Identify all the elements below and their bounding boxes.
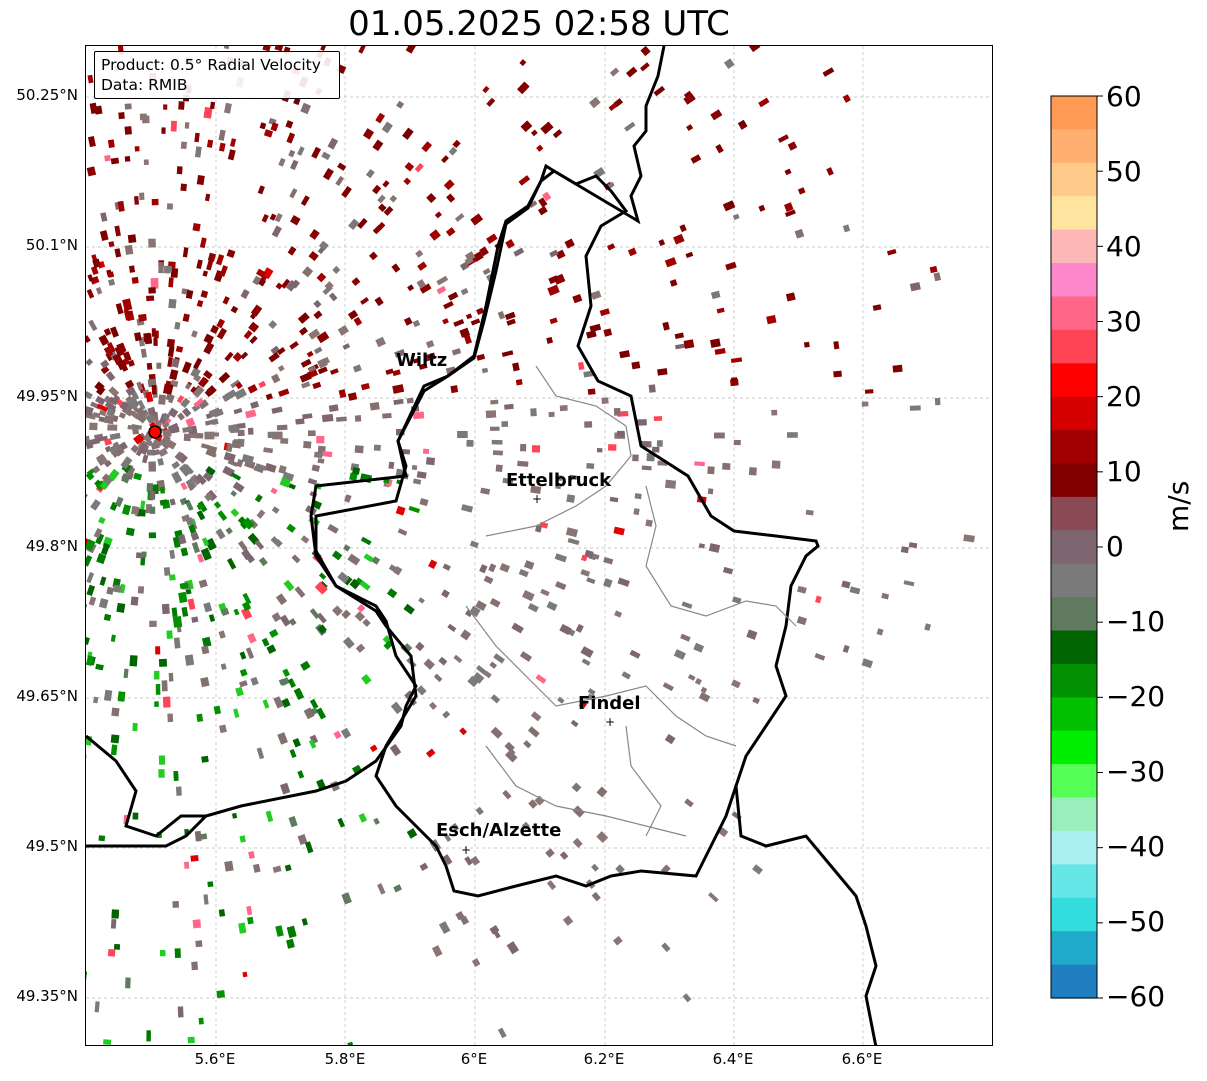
radar-map-canvas: + + + [86,46,992,1045]
city-markers: + + + [461,492,615,857]
city-label-findel: Findel [578,693,641,714]
lat-tick-label: 49.35°N [16,987,78,1005]
lat-tick-label: 49.65°N [16,687,78,705]
colorbar-tick: −50 [1106,905,1166,938]
country-border-west [86,46,666,848]
product-label: Product: 0.5° Radial Velocity [101,56,321,74]
lon-tick-label: 6°E [460,1050,488,1068]
colorbar-segment [1051,697,1097,732]
city-marker-findel: + [605,715,615,729]
colorbar-segment [1051,630,1097,665]
colorbar-segment [1051,964,1097,999]
colorbar-segment [1051,764,1097,799]
colorbar-segment [1051,931,1097,966]
colorbar-segment [1051,162,1097,197]
lat-tick-label: 49.95°N [16,387,78,405]
colorbar-segment [1051,530,1097,565]
colorbar-tick: −40 [1106,830,1166,863]
lon-tick-label: 6.2°E [583,1050,625,1068]
colorbar-tick: 50 [1106,155,1142,188]
lon-tick-label: 6.4°E [712,1050,754,1068]
colorbar-tick: −10 [1106,605,1166,638]
colorbar-segment [1051,96,1097,131]
colorbar-segment [1051,430,1097,465]
colorbar-segment [1051,196,1097,231]
colorbar-tick: 0 [1106,530,1124,563]
colorbar-segment [1051,329,1097,364]
lon-tick-label: 6.6°E [841,1050,883,1068]
colorbar-tick: 30 [1106,305,1142,338]
colorbar-segment [1051,563,1097,598]
data-source-label: Data: RMIB [101,76,188,94]
lon-tick-label: 5.8°E [324,1050,366,1068]
canton-boundaries [465,365,797,837]
colorbar-segment [1051,730,1097,765]
country-borders [86,46,878,1045]
city-label-wiltz: Wiltz [396,350,448,371]
radar-echoes [86,46,975,1045]
lon-tick-label: 5.6°E [194,1050,236,1068]
colorbar-unit-label: m/s [1162,480,1195,532]
colorbar-segment [1051,797,1097,832]
lat-tick-label: 49.5°N [25,837,78,855]
colorbar-segment [1051,263,1097,298]
border-south-east [734,785,878,1045]
colorbar-segment [1051,463,1097,498]
colorbar-tick: 20 [1106,380,1142,413]
luxembourg-border [314,169,820,898]
colorbar-segment [1051,897,1097,932]
colorbar-segment [1051,296,1097,331]
lat-tick-label: 50.1°N [25,236,78,254]
map-title: 01.05.2025 02:58 UTC [348,4,730,44]
colorbar-tick: −60 [1106,980,1166,1013]
colorbar-segment [1051,597,1097,632]
border-south [86,734,206,838]
product-info-box: Product: 0.5° Radial Velocity Data: RMIB [94,51,340,99]
colorbar-segment [1051,129,1097,164]
colorbar-tick: −30 [1106,755,1166,788]
city-label-esch: Esch/Alzette [436,820,562,841]
colorbar-segment [1051,663,1097,698]
colorbar-segment [1051,229,1097,264]
city-label-ettelbruck: Ettelbruck [506,470,612,491]
colorbar-segment [1051,830,1097,865]
radar-site-marker [148,425,162,439]
lat-tick-label: 49.8°N [25,537,78,555]
colorbar-segment [1051,363,1097,398]
colorbar-segment [1051,864,1097,899]
lat-tick-label: 50.25°N [16,86,78,104]
colorbar-tick: 10 [1106,455,1142,488]
colorbar-segment [1051,496,1097,531]
colorbar-segment [1051,396,1097,431]
city-marker-ettelbruck: + [532,492,542,506]
velocity-colorbar [1050,95,1103,999]
colorbar-tick: 60 [1106,80,1142,113]
colorbar-tick: −20 [1106,680,1166,713]
colorbar-tick: 40 [1106,230,1142,263]
city-marker-esch: + [461,843,471,857]
radar-map[interactable]: + + + [85,45,993,1046]
